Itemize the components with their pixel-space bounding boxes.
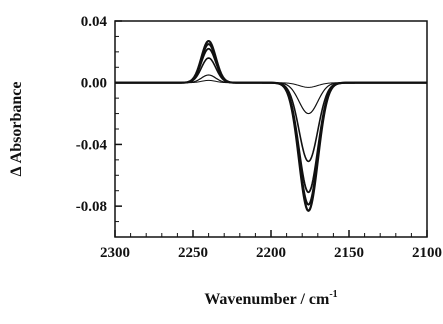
series-line-6 xyxy=(114,39,428,212)
x-tick-label: 2300 xyxy=(100,245,130,261)
series-line-1 xyxy=(115,79,427,88)
y-tick-label: 0.00 xyxy=(81,76,107,92)
x-tick-label: 2200 xyxy=(256,245,286,261)
series-line-2 xyxy=(115,74,427,115)
x-axis-title: Wavenumber / cm-1 xyxy=(204,289,337,308)
plot-lines xyxy=(114,39,428,212)
x-tick-label: 2250 xyxy=(178,245,208,261)
series-line-3 xyxy=(114,57,428,163)
y-axis-title: Δ Absorbance xyxy=(8,82,25,177)
y-tick-label: -0.04 xyxy=(76,137,108,153)
x-tick-label: 2150 xyxy=(334,245,364,261)
series-line-5 xyxy=(114,43,428,206)
plot-frame xyxy=(114,20,428,238)
y-tick-label: -0.08 xyxy=(76,199,107,215)
series-line-4 xyxy=(114,47,428,194)
y-ticks: 0.04 0.00 -0.04 -0.08 xyxy=(76,14,122,238)
y-tick-label: 0.04 xyxy=(81,14,108,30)
x-tick-label: 2100 xyxy=(412,245,442,261)
x-ticks: 2300 2250 2200 2150 2100 xyxy=(100,230,442,261)
